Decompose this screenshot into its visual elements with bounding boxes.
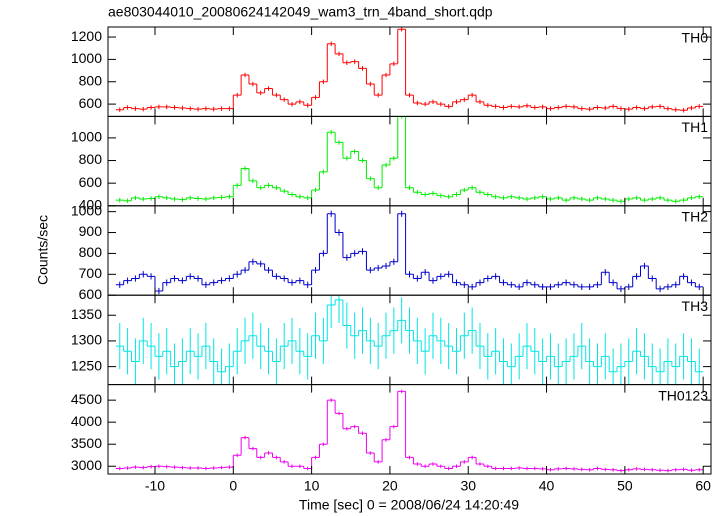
panel-plot bbox=[115, 389, 704, 473]
x-tick-label: 50 bbox=[617, 478, 633, 494]
panel-label: TH3 bbox=[682, 298, 709, 314]
panel-label: TH0123 bbox=[658, 387, 708, 403]
y-axis-label: Counts/sec bbox=[35, 215, 51, 285]
y-tick-label: 700 bbox=[79, 265, 103, 281]
panel-plot bbox=[115, 27, 704, 113]
y-tick-label: 1000 bbox=[71, 129, 102, 145]
panel-frame bbox=[107, 384, 712, 475]
y-tick-label: 800 bbox=[79, 244, 103, 260]
y-tick-label: 1000 bbox=[71, 50, 102, 66]
y-tick-label: 1200 bbox=[71, 28, 102, 44]
x-tick-label: -10 bbox=[145, 478, 165, 494]
x-tick-label: 10 bbox=[304, 478, 320, 494]
y-tick-label: 4000 bbox=[71, 413, 102, 429]
chart-title: ae803044010_20080624142049_wam3_trn_4ban… bbox=[108, 4, 493, 20]
y-tick-label: 900 bbox=[79, 223, 103, 239]
y-tick-label: 1300 bbox=[71, 332, 102, 348]
y-tick-label: 400 bbox=[79, 197, 103, 213]
panel-frame bbox=[107, 26, 712, 117]
x-tick-label: 20 bbox=[382, 478, 398, 494]
y-tick-label: 800 bbox=[79, 151, 103, 167]
panel-frame bbox=[107, 205, 712, 296]
y-tick-label: 600 bbox=[79, 95, 103, 111]
y-tick-label: 3000 bbox=[71, 457, 102, 473]
y-tick-label: 4500 bbox=[71, 391, 102, 407]
y-tick-label: 1000 bbox=[71, 202, 102, 218]
y-tick-label: 3500 bbox=[71, 435, 102, 451]
y-tick-label: 1250 bbox=[71, 357, 102, 373]
x-axis-label: Time [sec] 0 = 2008/06/24 14:20:49 bbox=[299, 497, 519, 513]
panel-label: TH0 bbox=[682, 30, 709, 46]
panel-plot bbox=[115, 210, 704, 295]
panel-plot bbox=[115, 295, 704, 385]
x-tick-label: 0 bbox=[229, 478, 237, 494]
panel-frame bbox=[107, 115, 712, 207]
x-tick-label: 40 bbox=[539, 478, 555, 494]
y-tick-label: 600 bbox=[79, 174, 103, 190]
panel-plot bbox=[115, 116, 704, 204]
panel-label: TH1 bbox=[682, 119, 709, 135]
y-tick-label: 600 bbox=[79, 286, 103, 302]
x-tick-label: 60 bbox=[695, 478, 711, 494]
panel-label: TH2 bbox=[682, 209, 709, 225]
y-tick-label: 800 bbox=[79, 72, 103, 88]
y-tick-label: 1350 bbox=[71, 306, 102, 322]
x-tick-label: 30 bbox=[460, 478, 476, 494]
